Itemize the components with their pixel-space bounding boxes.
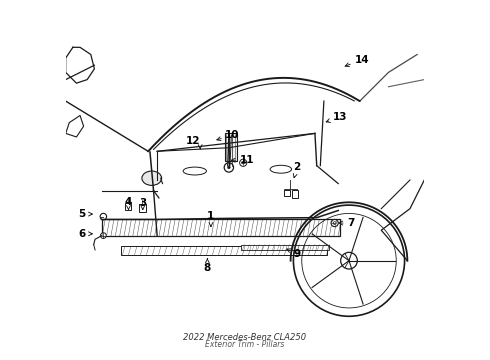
Ellipse shape <box>270 165 292 173</box>
Text: 9: 9 <box>287 248 300 258</box>
Circle shape <box>341 252 357 269</box>
Text: 10: 10 <box>217 130 240 141</box>
Text: Exterior Trim - Pillars: Exterior Trim - Pillars <box>205 340 285 349</box>
Circle shape <box>331 220 338 226</box>
Text: 4: 4 <box>125 197 132 207</box>
Circle shape <box>242 162 245 164</box>
Ellipse shape <box>142 171 162 185</box>
Circle shape <box>240 159 247 166</box>
FancyBboxPatch shape <box>224 133 237 161</box>
Text: 11: 11 <box>231 155 254 165</box>
Text: 8: 8 <box>204 263 211 273</box>
Text: 14: 14 <box>345 55 369 67</box>
Bar <box>139 204 146 212</box>
Text: 1: 1 <box>207 211 215 221</box>
Circle shape <box>227 166 230 169</box>
Text: 12: 12 <box>186 136 200 145</box>
Bar <box>292 190 298 198</box>
Bar <box>125 203 131 211</box>
Text: 6: 6 <box>78 229 93 239</box>
Circle shape <box>333 222 336 225</box>
Circle shape <box>224 163 234 172</box>
Bar <box>242 244 329 250</box>
Ellipse shape <box>183 167 206 175</box>
Circle shape <box>100 233 106 238</box>
Text: 7: 7 <box>339 218 355 228</box>
Text: 2: 2 <box>294 162 301 178</box>
Bar <box>285 190 290 196</box>
Text: 13: 13 <box>326 112 347 122</box>
Text: 5: 5 <box>78 209 93 219</box>
Bar <box>122 246 327 255</box>
Text: 3: 3 <box>139 198 147 208</box>
Circle shape <box>100 213 107 220</box>
Text: 2022 Mercedes-Benz CLA250: 2022 Mercedes-Benz CLA250 <box>183 333 307 342</box>
Bar <box>101 220 340 235</box>
